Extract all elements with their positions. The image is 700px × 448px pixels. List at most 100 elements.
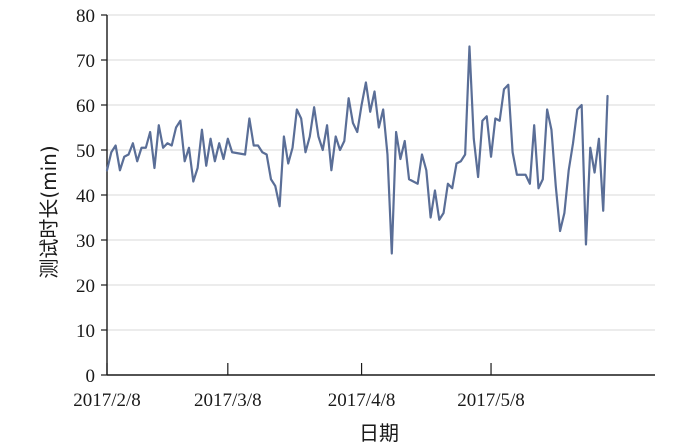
data-point bbox=[464, 153, 466, 156]
data-point bbox=[205, 165, 207, 167]
data-point bbox=[244, 153, 246, 156]
data-point bbox=[140, 147, 143, 149]
data-point bbox=[330, 169, 332, 171]
y-tick-label: 10 bbox=[76, 321, 95, 342]
data-point bbox=[166, 142, 169, 144]
y-tick-label: 40 bbox=[76, 186, 95, 207]
y-tick-label: 30 bbox=[76, 231, 95, 252]
data-point bbox=[373, 90, 376, 93]
data-point bbox=[520, 174, 522, 176]
data-point bbox=[175, 126, 177, 129]
data-point bbox=[546, 108, 548, 111]
data-point bbox=[430, 216, 432, 219]
data-point bbox=[257, 144, 259, 147]
data-point bbox=[533, 124, 535, 126]
data-point bbox=[442, 212, 445, 214]
data-point bbox=[365, 81, 367, 84]
data-point bbox=[550, 129, 553, 131]
data-point bbox=[300, 117, 302, 120]
data-point bbox=[287, 162, 289, 165]
x-axis-ticks: 2017/2/8 2017/3/8 2017/4/8 2017/5/8 bbox=[73, 363, 525, 411]
y-tick-label: 20 bbox=[76, 276, 95, 297]
data-point bbox=[339, 149, 341, 151]
data-point bbox=[468, 45, 471, 48]
data-point bbox=[408, 178, 410, 180]
series-group bbox=[105, 45, 609, 255]
data-point bbox=[382, 108, 384, 111]
data-point bbox=[598, 138, 600, 140]
data-point bbox=[516, 174, 518, 176]
data-point bbox=[171, 144, 173, 147]
data-point bbox=[399, 158, 402, 160]
data-point bbox=[477, 176, 479, 178]
data-point bbox=[360, 104, 363, 106]
data-point bbox=[231, 151, 233, 153]
data-point bbox=[153, 167, 156, 169]
data-point bbox=[348, 97, 350, 99]
data-point bbox=[425, 169, 427, 171]
data-point bbox=[481, 120, 483, 122]
data-point bbox=[132, 142, 134, 144]
data-point bbox=[378, 126, 380, 129]
data-point bbox=[214, 160, 216, 162]
data-point bbox=[304, 151, 307, 153]
data-point bbox=[279, 205, 281, 207]
data-point bbox=[149, 131, 151, 133]
x-axis-title: 日期 bbox=[359, 421, 399, 445]
data-point bbox=[473, 138, 475, 140]
data-point bbox=[343, 140, 345, 142]
data-point bbox=[486, 115, 488, 117]
y-tick-label: 50 bbox=[76, 141, 95, 162]
data-point bbox=[529, 183, 531, 185]
data-point bbox=[555, 185, 557, 187]
data-point bbox=[421, 153, 423, 156]
data-point bbox=[503, 88, 505, 90]
data-point bbox=[127, 153, 130, 156]
data-point bbox=[317, 135, 320, 138]
data-point bbox=[222, 158, 225, 160]
data-point bbox=[507, 84, 509, 86]
data-point bbox=[438, 219, 440, 221]
data-point bbox=[460, 160, 462, 162]
y-tick-label: 70 bbox=[76, 51, 95, 72]
data-point bbox=[326, 124, 328, 126]
y-tick-label: 80 bbox=[76, 6, 95, 27]
data-point bbox=[537, 187, 540, 189]
y-tick-label: 60 bbox=[76, 96, 95, 117]
data-point bbox=[404, 140, 406, 142]
data-point bbox=[512, 151, 514, 153]
x-tick-label: 2017/5/8 bbox=[457, 390, 525, 411]
data-point bbox=[593, 171, 596, 174]
data-point bbox=[309, 135, 311, 138]
data-point bbox=[369, 111, 371, 113]
y-axis-title: 测试时长(min) bbox=[37, 145, 61, 278]
data-point bbox=[455, 162, 458, 165]
data-point bbox=[602, 210, 604, 212]
data-point bbox=[162, 147, 164, 149]
data-point bbox=[291, 147, 294, 149]
data-point bbox=[209, 138, 212, 140]
data-point bbox=[253, 144, 255, 147]
data-point bbox=[313, 106, 315, 108]
data-point bbox=[494, 117, 496, 120]
data-point bbox=[123, 156, 125, 158]
data-point bbox=[542, 178, 544, 180]
data-point bbox=[585, 243, 587, 246]
data-point bbox=[115, 144, 117, 147]
data-point bbox=[568, 169, 570, 171]
data-point bbox=[451, 187, 453, 189]
data-point bbox=[270, 178, 272, 180]
data-point bbox=[145, 147, 147, 149]
data-point bbox=[576, 108, 578, 111]
data-point bbox=[184, 160, 186, 162]
data-point bbox=[296, 108, 298, 111]
data-point bbox=[283, 135, 285, 138]
data-point bbox=[106, 169, 108, 171]
data-point bbox=[248, 117, 250, 120]
x-tick-label: 2017/3/8 bbox=[194, 390, 262, 411]
data-point bbox=[606, 95, 609, 97]
x-tick-label: 2017/2/8 bbox=[73, 390, 141, 411]
data-point bbox=[266, 153, 268, 156]
data-point bbox=[391, 252, 393, 255]
data-point bbox=[563, 212, 565, 214]
